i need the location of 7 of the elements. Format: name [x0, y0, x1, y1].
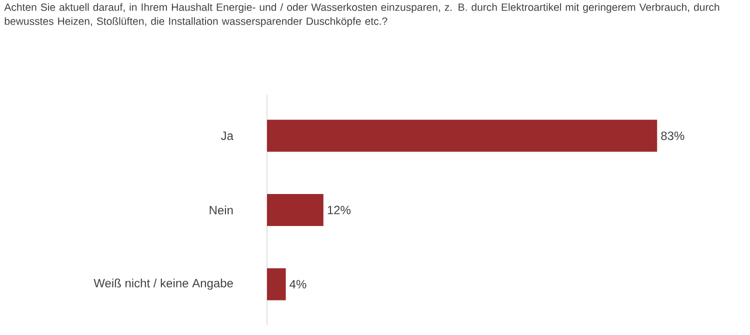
data-label: 4%	[290, 280, 306, 288]
y-tick-label: Nein	[210, 206, 233, 214]
data-label: 12%	[328, 206, 351, 214]
y-tick-label: Ja	[220, 132, 234, 140]
chart-title: Achten Sie aktuell darauf, in Ihrem Haushalt Energie- und / oder Wasserkosten einzusparen, z. B. durch Elektroartikel mit geringerem Verbrauch, durch bewusstes Heizen, Stoßlüften, die Installation wassersparender Duschköpfe etc.?	[4, 3, 720, 27]
y-tick-label: Weiß nicht / keine Angabe	[94, 278, 233, 290]
data-label: 83%	[661, 132, 684, 140]
